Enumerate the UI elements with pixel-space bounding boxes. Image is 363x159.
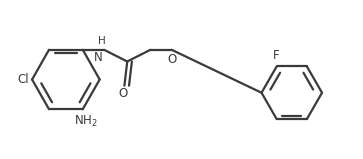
Text: H: H [98,36,106,46]
Text: NH$_2$: NH$_2$ [74,114,98,129]
Text: Cl: Cl [18,73,29,86]
Text: O: O [118,87,128,100]
Text: F: F [273,49,279,62]
Text: O: O [168,53,177,66]
Text: N: N [94,51,102,64]
